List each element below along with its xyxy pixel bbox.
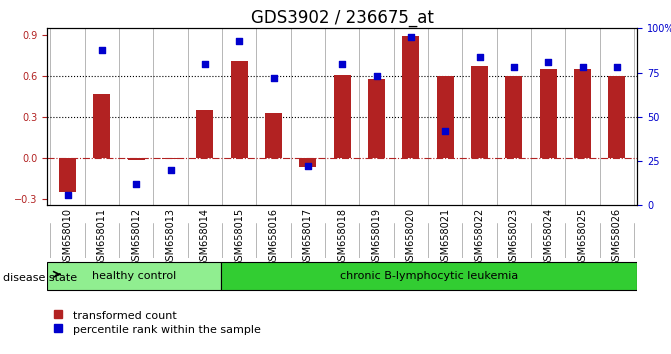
FancyBboxPatch shape bbox=[47, 262, 221, 290]
Bar bbox=[127, 158, 145, 160]
Bar bbox=[471, 67, 488, 158]
Bar bbox=[333, 75, 351, 158]
Point bbox=[131, 181, 142, 187]
Point bbox=[509, 64, 519, 70]
Point bbox=[97, 47, 107, 52]
Bar bbox=[403, 36, 419, 158]
Bar bbox=[505, 76, 523, 158]
Bar bbox=[231, 61, 248, 158]
Bar bbox=[59, 158, 76, 192]
Point bbox=[405, 34, 416, 40]
Text: disease state: disease state bbox=[3, 273, 77, 283]
Point bbox=[371, 73, 382, 79]
Bar bbox=[539, 69, 557, 158]
Point bbox=[234, 38, 245, 44]
Legend: transformed count, percentile rank within the sample: transformed count, percentile rank withi… bbox=[52, 310, 260, 335]
Point bbox=[165, 167, 176, 173]
Text: healthy control: healthy control bbox=[92, 271, 176, 281]
Bar bbox=[265, 113, 282, 158]
Point bbox=[199, 61, 210, 67]
Bar bbox=[609, 76, 625, 158]
Bar bbox=[368, 79, 385, 158]
Bar bbox=[574, 69, 591, 158]
Bar bbox=[299, 158, 317, 167]
Point bbox=[440, 128, 450, 134]
Point bbox=[611, 64, 622, 70]
Point bbox=[543, 59, 554, 65]
FancyBboxPatch shape bbox=[221, 262, 637, 290]
Point bbox=[577, 64, 588, 70]
Bar bbox=[437, 76, 454, 158]
Point bbox=[303, 164, 313, 169]
Bar bbox=[93, 94, 111, 158]
Point bbox=[62, 192, 73, 198]
Bar bbox=[197, 110, 213, 158]
Title: GDS3902 / 236675_at: GDS3902 / 236675_at bbox=[251, 9, 433, 27]
Text: chronic B-lymphocytic leukemia: chronic B-lymphocytic leukemia bbox=[340, 271, 518, 281]
Point bbox=[337, 61, 348, 67]
Point bbox=[268, 75, 279, 81]
Bar bbox=[162, 158, 179, 159]
Point bbox=[474, 54, 485, 59]
